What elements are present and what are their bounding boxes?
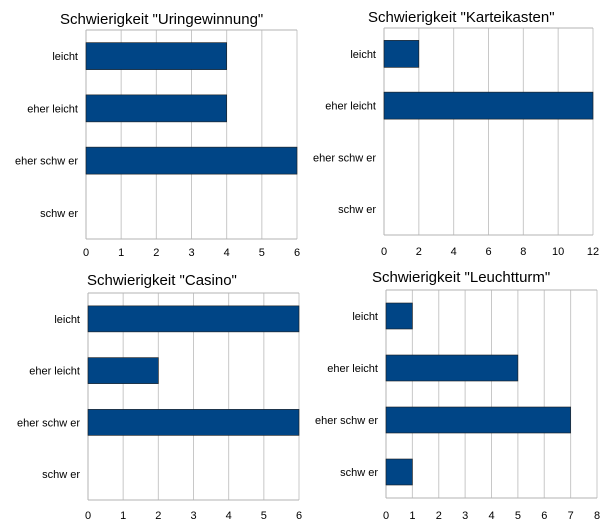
x-tick-label: 7 xyxy=(568,510,574,522)
x-tick-label: 8 xyxy=(594,510,600,522)
category-label: schw er xyxy=(40,208,78,220)
x-tick-label: 3 xyxy=(190,510,196,522)
x-tick-label: 6 xyxy=(294,247,300,259)
x-tick-label: 5 xyxy=(259,247,265,259)
bar xyxy=(386,459,412,485)
bar xyxy=(88,409,299,435)
category-label: eher leicht xyxy=(325,101,376,113)
bar xyxy=(88,306,299,332)
chart-panel-1: Schwierigkeit "Karteikasten" 0 2 4 6 8 10 12 lei… xyxy=(313,9,599,258)
category-label: schw er xyxy=(338,204,376,216)
x-tick-label: 2 xyxy=(436,510,442,522)
x-tick-label: 5 xyxy=(515,510,521,522)
bar xyxy=(386,303,412,329)
bar xyxy=(86,43,227,70)
category-label: eher schw er xyxy=(17,417,80,429)
category-label: eher schw er xyxy=(315,415,378,427)
category-label: eher leicht xyxy=(27,103,78,115)
x-tick-label: 0 xyxy=(85,510,91,522)
chart-panel-0: Schwierigkeit "Uringewinnung" 0 1 2 3 4 5 6 leic… xyxy=(15,11,300,259)
category-label: eher schw er xyxy=(313,152,376,164)
chart-title: Schwierigkeit "Leuchtturm" xyxy=(372,269,550,286)
chart-panel-3: Schwierigkeit "Leuchtturm" 0 1 2 3 4 5 6 7 8 leich… xyxy=(315,269,600,522)
bar xyxy=(386,355,518,381)
x-tick-label: 10 xyxy=(552,246,564,258)
x-tick-label: 0 xyxy=(381,246,387,258)
x-tick-label: 8 xyxy=(520,246,526,258)
x-tick-label: 2 xyxy=(155,510,161,522)
x-tick-label: 5 xyxy=(261,510,267,522)
category-label: eher schw er xyxy=(15,156,78,168)
x-tick-label: 1 xyxy=(120,510,126,522)
x-tick-label: 1 xyxy=(409,510,415,522)
bar xyxy=(386,407,571,433)
x-tick-label: 4 xyxy=(451,246,457,258)
category-label: leicht xyxy=(52,51,78,63)
chart-panel-2: Schwierigkeit "Casino" 0 1 2 3 4 5 6 leicht eher … xyxy=(17,272,302,522)
x-tick-label: 12 xyxy=(587,246,599,258)
x-tick-label: 0 xyxy=(83,247,89,259)
x-tick-label: 6 xyxy=(541,510,547,522)
category-label: eher leicht xyxy=(327,363,378,375)
bar xyxy=(86,95,227,122)
x-tick-label: 6 xyxy=(296,510,302,522)
category-label: schw er xyxy=(42,469,80,481)
x-tick-label: 6 xyxy=(485,246,491,258)
chart-title: Schwierigkeit "Karteikasten" xyxy=(368,9,555,26)
chart-title: Schwierigkeit "Uringewinnung" xyxy=(60,11,263,28)
x-tick-label: 4 xyxy=(488,510,494,522)
x-tick-label: 0 xyxy=(383,510,389,522)
x-tick-label: 4 xyxy=(224,247,230,259)
x-tick-label: 3 xyxy=(188,247,194,259)
chart-title: Schwierigkeit "Casino" xyxy=(87,272,237,289)
x-tick-label: 2 xyxy=(153,247,159,259)
category-label: schw er xyxy=(340,467,378,479)
category-label: leicht xyxy=(352,311,378,323)
category-label: eher leicht xyxy=(29,366,80,378)
x-tick-label: 4 xyxy=(226,510,232,522)
x-tick-label: 1 xyxy=(118,247,124,259)
bar xyxy=(384,92,593,119)
x-tick-label: 3 xyxy=(462,510,468,522)
category-label: leicht xyxy=(350,49,376,61)
bar xyxy=(86,147,297,174)
bar xyxy=(384,40,419,67)
x-tick-label: 2 xyxy=(416,246,422,258)
bar xyxy=(88,358,158,384)
category-label: leicht xyxy=(54,314,80,326)
